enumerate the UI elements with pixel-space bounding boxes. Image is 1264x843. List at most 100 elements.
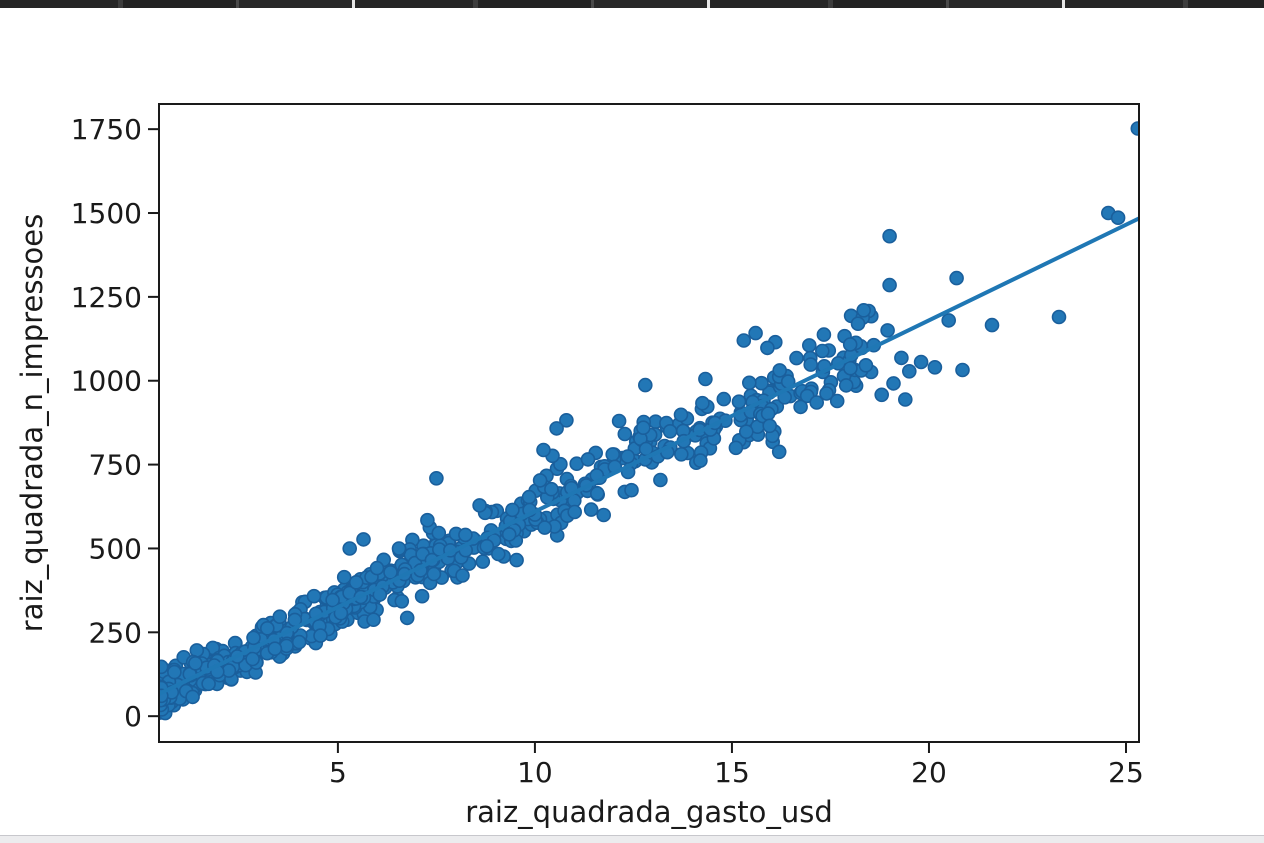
data-point	[738, 424, 754, 440]
data-point	[716, 391, 732, 407]
y-tick-label: 1000	[71, 365, 142, 398]
data-point	[611, 413, 627, 429]
x-axis: 5 10 15 20 25	[329, 742, 1144, 789]
data-point	[695, 395, 710, 411]
data-point	[325, 592, 340, 608]
data-point-notable	[901, 363, 917, 379]
data-point-notable	[429, 470, 444, 486]
data-point-notable	[1051, 309, 1067, 325]
data-point-notable	[736, 333, 752, 348]
top-crop-artifact	[0, 0, 1264, 8]
data-point	[567, 504, 583, 520]
y-tick-label: 1750	[71, 113, 142, 146]
data-point	[259, 620, 275, 636]
data-point	[185, 689, 200, 705]
data-point	[580, 452, 596, 467]
data-point	[789, 350, 804, 366]
data-point	[291, 634, 307, 650]
data-point-notable	[1130, 121, 1139, 136]
data-point-notable	[927, 359, 943, 375]
data-point-notable	[897, 392, 913, 407]
data-point	[617, 426, 633, 442]
data-point	[754, 375, 769, 391]
data-point	[589, 486, 605, 501]
data-point	[399, 610, 415, 626]
data-point-notable	[882, 228, 897, 244]
data-point	[348, 574, 364, 590]
x-tick-label: 25	[1108, 756, 1144, 789]
data-point	[267, 641, 283, 657]
data-point-notable	[771, 444, 787, 460]
data-point	[391, 541, 407, 556]
data-point	[698, 371, 713, 387]
data-point	[760, 406, 776, 421]
data-point-notable	[984, 317, 1000, 333]
data-point	[843, 360, 858, 376]
data-point	[505, 502, 520, 518]
data-point	[605, 447, 621, 462]
data-point	[414, 588, 430, 604]
data-point-notable	[886, 376, 901, 391]
data-point-notable	[748, 325, 763, 341]
data-point-notable	[894, 350, 909, 366]
data-point-notable	[913, 354, 929, 370]
data-point	[673, 446, 689, 462]
data-point	[829, 393, 845, 409]
data-point-notable	[842, 337, 858, 352]
y-tick-label: 500	[89, 532, 142, 565]
data-point	[624, 482, 639, 498]
data-point	[509, 552, 524, 568]
data-point	[472, 498, 487, 513]
y-axis-label: raiz_quadrada_n_impressoes	[15, 214, 49, 632]
data-point	[394, 593, 410, 609]
y-tick-label: 0	[124, 700, 142, 733]
x-tick-label: 5	[329, 756, 347, 789]
data-point	[793, 399, 808, 415]
y-tick-label: 250	[89, 616, 142, 649]
data-point-notable	[637, 377, 653, 393]
data-point	[801, 338, 817, 353]
data-point	[521, 489, 537, 505]
data-point	[167, 664, 182, 680]
data-point	[431, 525, 447, 541]
y-tick-label: 1250	[71, 281, 142, 314]
data-point	[246, 630, 261, 646]
data-point	[532, 473, 548, 488]
data-point-notable	[874, 387, 890, 403]
data-point	[336, 569, 352, 585]
data-point	[856, 302, 872, 318]
x-tick-label: 20	[911, 756, 947, 789]
data-point	[245, 651, 260, 667]
data-point	[479, 538, 495, 554]
data-point	[731, 394, 747, 410]
x-axis-label: raiz_quadrada_gasto_usd	[465, 795, 833, 829]
data-point	[369, 560, 385, 576]
data-point	[313, 628, 328, 643]
data-point-notable	[850, 316, 866, 332]
axes-spines	[158, 103, 1140, 743]
x-tick-label: 15	[714, 756, 750, 789]
data-point-notable	[549, 421, 564, 436]
data-point-notable	[809, 395, 825, 410]
bottom-crop-artifact	[0, 835, 1264, 843]
data-point	[272, 609, 288, 625]
data-point	[501, 527, 517, 542]
data-point	[741, 375, 757, 391]
data-point	[620, 449, 636, 464]
data-point	[188, 655, 203, 671]
data-point	[635, 420, 651, 436]
data-point-notable	[693, 453, 708, 468]
data-point-notable	[882, 277, 897, 293]
data-point	[475, 554, 491, 569]
data-point	[366, 612, 381, 628]
data-point	[420, 512, 435, 528]
data-point	[537, 520, 553, 535]
regression-line	[159, 216, 1139, 696]
data-point	[814, 343, 830, 359]
data-point	[458, 527, 473, 543]
data-point	[490, 546, 506, 562]
data-point	[201, 676, 216, 692]
data-point-notable	[559, 412, 574, 428]
data-point-notable	[880, 323, 895, 338]
